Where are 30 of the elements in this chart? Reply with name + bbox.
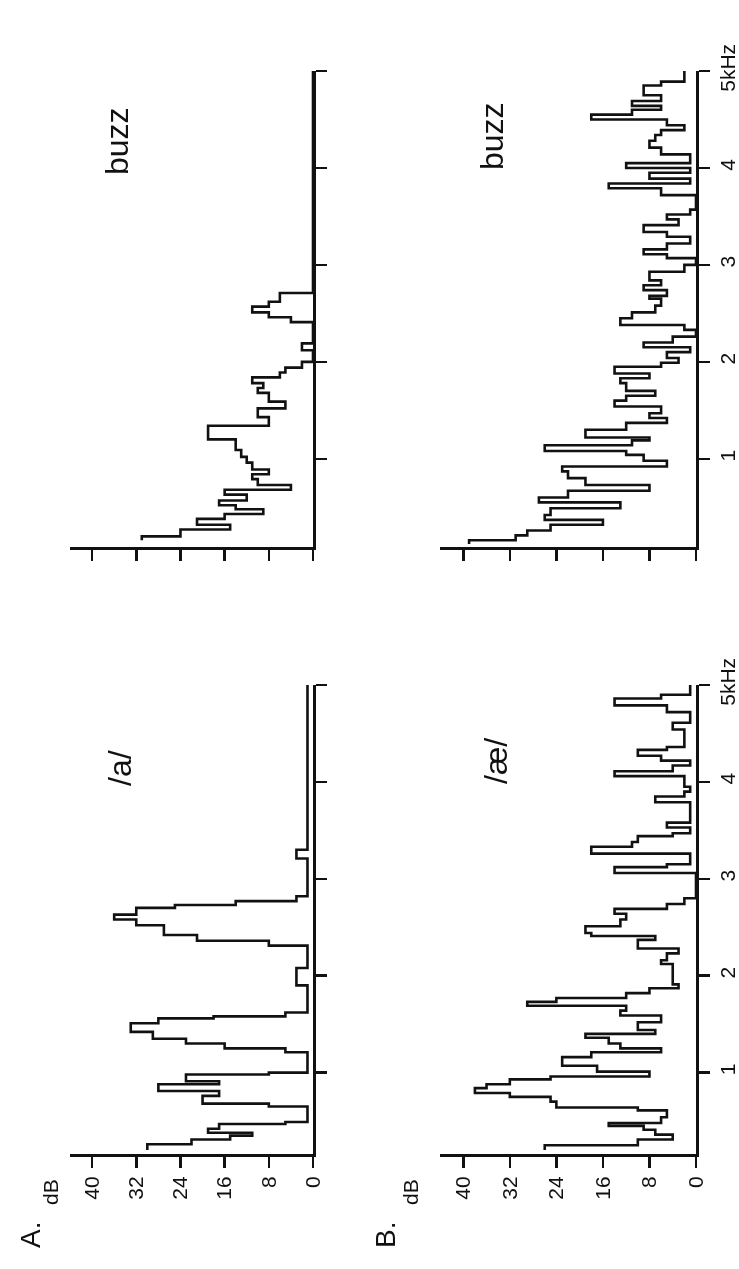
text: /æ/ (478, 737, 514, 784)
y-tick-label: 4 (716, 158, 739, 171)
y-tick-label: 3 (716, 255, 739, 268)
y-tick-label: 3 (716, 869, 739, 882)
y-tick-label: 2 (716, 352, 739, 365)
x-tick-label: 40 (79, 1176, 103, 1200)
y-tick-label: 5kHz (716, 43, 739, 92)
x-tick-label: 24 (544, 1176, 568, 1200)
text: /a/ (102, 750, 138, 786)
text: buzz (474, 102, 510, 170)
y-tick-label: 5kHz (716, 657, 739, 706)
y-tick-label: 1 (716, 1063, 739, 1076)
text: buzz (99, 107, 135, 175)
x-tick-label: 16 (212, 1176, 236, 1200)
x-tick-label: 40 (451, 1176, 475, 1200)
y-tick-label: 2 (716, 966, 739, 979)
text: B. (370, 1221, 401, 1248)
y-tick-label: 1 (716, 449, 739, 462)
x-tick-label: 8 (256, 1176, 280, 1189)
x-tick-label: 32 (124, 1176, 148, 1200)
x-tick-label: 16 (590, 1176, 614, 1200)
text: A. (15, 1221, 46, 1248)
x-tick-label: 0 (683, 1176, 707, 1189)
text: dB (39, 1179, 62, 1205)
text: dB (399, 1179, 422, 1205)
x-tick-label: 0 (300, 1176, 324, 1189)
y-tick-label: 4 (716, 772, 739, 785)
x-tick-label: 24 (168, 1176, 192, 1200)
x-tick-label: 32 (497, 1176, 521, 1200)
x-tick-label: 8 (637, 1176, 661, 1189)
